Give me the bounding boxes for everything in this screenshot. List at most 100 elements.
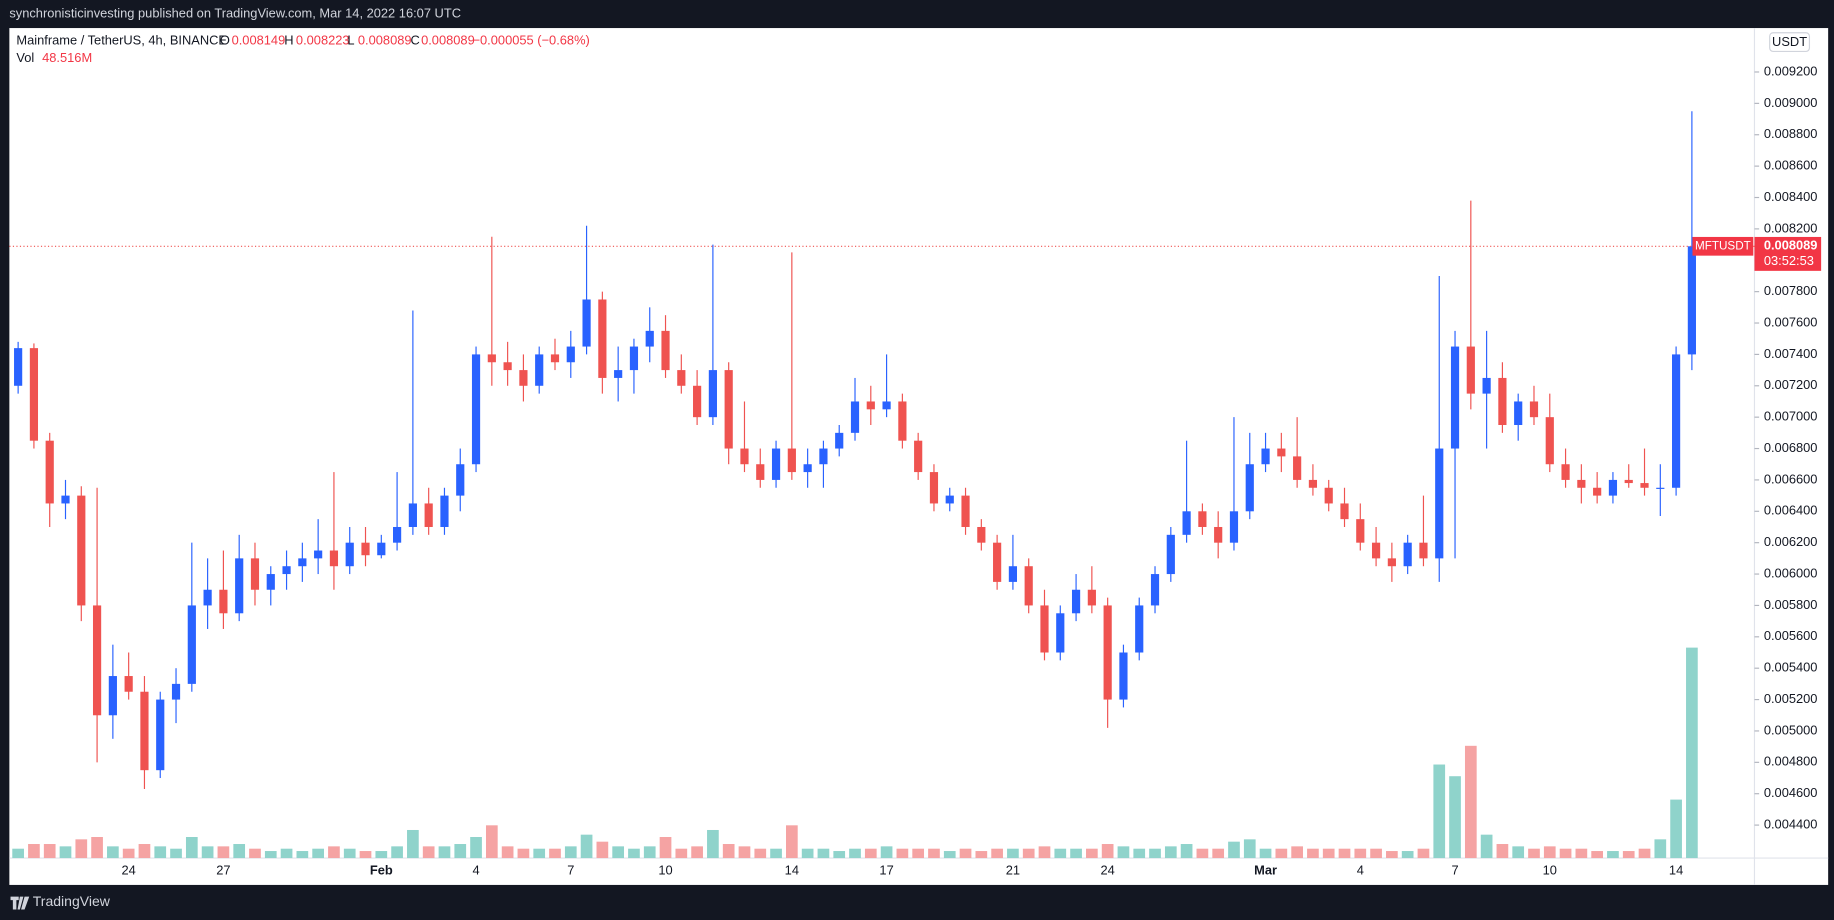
volume-bar xyxy=(943,851,956,859)
candle-body xyxy=(424,503,433,527)
volume-bar xyxy=(249,848,261,859)
y-tick-label: 0.006000 xyxy=(1764,565,1818,580)
volume-bar xyxy=(1638,848,1651,859)
x-tick-label: 17 xyxy=(879,862,893,877)
candle-body xyxy=(835,432,844,449)
volume-bar xyxy=(1591,851,1603,859)
candle-body xyxy=(77,495,86,606)
candle-body xyxy=(1608,479,1618,496)
x-tick-label: 24 xyxy=(1100,862,1114,877)
candle-body xyxy=(235,558,244,614)
x-tick-label: 4 xyxy=(472,862,479,877)
volume-bar xyxy=(1496,844,1509,859)
volume-bar xyxy=(107,846,119,859)
price-badge xyxy=(1754,236,1822,271)
candle-body xyxy=(171,683,181,700)
y-tick-label: 0.007800 xyxy=(1764,283,1818,298)
candle-body xyxy=(1482,377,1491,394)
candle-body xyxy=(345,542,354,567)
candle-body xyxy=(393,526,402,543)
candle-body xyxy=(961,495,970,527)
candle-body xyxy=(408,503,417,527)
x-tick-label: 24 xyxy=(122,862,136,877)
volume-bar xyxy=(1086,848,1098,859)
ticker-badge xyxy=(1692,236,1754,256)
candle-body xyxy=(361,542,370,556)
volume-bar xyxy=(1022,848,1035,859)
y-tick-label: 0.008200 xyxy=(1764,220,1818,235)
candle-body xyxy=(882,401,891,410)
volume-bar xyxy=(1670,799,1682,859)
candle-body xyxy=(1593,487,1602,496)
volume-bar xyxy=(1512,846,1525,859)
y-tick-label: 0.005600 xyxy=(1764,628,1818,643)
volume-bar xyxy=(1291,846,1303,859)
volume-bar xyxy=(28,844,40,859)
y-tick-label: 0.008600 xyxy=(1764,158,1818,173)
volume-bar xyxy=(422,846,435,859)
volume-bar xyxy=(975,851,988,859)
logo: TradingView xyxy=(10,893,111,910)
currency[interactable]: USDT xyxy=(1772,34,1807,49)
candle-body xyxy=(1324,487,1333,504)
y-tick-label: 0.005000 xyxy=(1764,722,1818,737)
candle-body xyxy=(1387,558,1396,567)
candle-body xyxy=(282,566,291,575)
legend-value: 0.008149 xyxy=(232,32,286,47)
volume-bar xyxy=(1133,848,1146,859)
candle-body xyxy=(45,440,54,504)
volume-bar xyxy=(1228,841,1240,859)
candle-body xyxy=(771,448,781,480)
candle-body xyxy=(677,370,686,386)
candle-body xyxy=(945,495,954,504)
legend-change: −0.000055 (−0.68%) xyxy=(473,32,590,47)
volume-bar xyxy=(1212,848,1225,859)
volume-bar xyxy=(912,848,925,859)
published-line: synchronisticinvesting published on Trad… xyxy=(9,5,461,20)
volume-bar xyxy=(154,846,167,859)
volume-bar xyxy=(1275,848,1288,859)
candle-body xyxy=(1040,605,1049,653)
y-tick-label: 0.006400 xyxy=(1764,503,1818,518)
candle-body xyxy=(92,605,102,716)
volume-bar xyxy=(1259,848,1272,859)
ticker: MFTUSDT xyxy=(1695,239,1751,252)
candle-body xyxy=(1419,542,1428,559)
y-tick-label: 0.007200 xyxy=(1764,377,1818,392)
y-tick-label: 0.005400 xyxy=(1764,660,1818,675)
candle-body xyxy=(298,558,307,567)
volume-bar xyxy=(501,846,514,859)
volume-bar xyxy=(170,848,182,859)
volume-bar xyxy=(185,837,198,859)
volume-bar xyxy=(517,848,530,859)
volume-bar xyxy=(75,839,88,859)
candle-body xyxy=(1340,503,1349,520)
currency-badge[interactable] xyxy=(1769,32,1811,53)
volume-bar xyxy=(280,848,293,859)
volume-bar xyxy=(201,846,214,859)
candle-body xyxy=(329,550,339,567)
y-tick-label: 0.007000 xyxy=(1764,409,1818,424)
volume-bar xyxy=(849,848,861,859)
volume-bar xyxy=(1149,848,1161,859)
candle-body xyxy=(724,370,733,449)
candle-body xyxy=(503,362,512,371)
candle-body xyxy=(1640,483,1649,488)
last-price: 0.008089 xyxy=(1764,238,1818,253)
volume-bar xyxy=(375,851,388,859)
candle-body xyxy=(1466,346,1475,394)
volume-bar xyxy=(1543,846,1556,859)
candle-body xyxy=(1198,511,1207,527)
candle-body xyxy=(1182,511,1191,535)
volume-bar xyxy=(1117,846,1130,859)
candle-body xyxy=(1071,589,1081,614)
candle-body xyxy=(566,346,575,363)
candle-body xyxy=(1245,464,1254,512)
candle-body xyxy=(1514,401,1523,426)
candle-body xyxy=(14,348,23,386)
x-tick-label: 10 xyxy=(1543,862,1557,877)
candle-body xyxy=(1356,519,1365,543)
candle-body xyxy=(1435,448,1444,559)
volume-bar xyxy=(833,851,846,859)
